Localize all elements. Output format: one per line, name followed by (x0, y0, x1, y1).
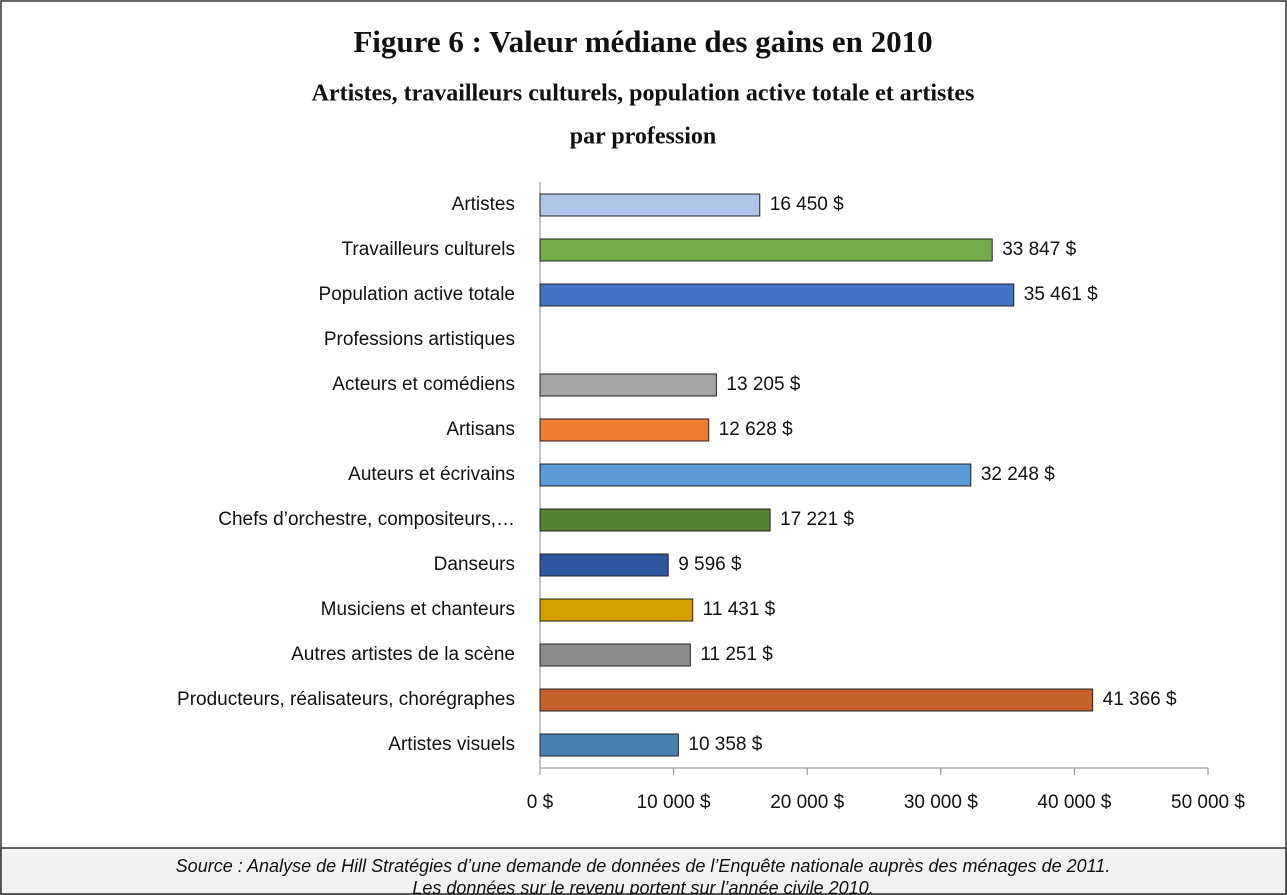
value-label: 16 450 $ (770, 194, 844, 215)
y-tick-label: Producteurs, réalisateurs, chorégraphes (177, 689, 515, 710)
chart-subtitle: par profession (570, 124, 716, 150)
value-label: 32 248 $ (981, 464, 1055, 485)
source-note: Source : Analyse de Hill Stratégies d’un… (176, 856, 1111, 876)
value-label: 10 358 $ (688, 734, 762, 755)
y-tick-label: Chefs d’orchestre, compositeurs,… (218, 509, 515, 530)
x-tick-label: 20 000 $ (770, 792, 844, 813)
bar (539, 733, 679, 757)
bar (539, 508, 771, 532)
y-tick-label: Artistes (452, 194, 515, 215)
value-label: 17 221 $ (780, 509, 854, 530)
bar (539, 688, 1094, 712)
value-label: 41 366 $ (1103, 689, 1177, 710)
y-tick-label: Artistes visuels (388, 734, 515, 755)
bar (539, 463, 972, 487)
source-note: Les données sur le revenu portent sur l’… (412, 878, 873, 895)
value-label: 11 251 $ (700, 644, 773, 665)
y-tick-label: Autres artistes de la scène (291, 644, 515, 665)
value-label: 35 461 $ (1024, 284, 1098, 305)
bar (539, 238, 993, 262)
bar (539, 373, 717, 397)
y-tick-label: Auteurs et écrivains (348, 464, 515, 485)
chart-title: Figure 6 : Valeur médiane des gains en 2… (353, 24, 932, 59)
source-box (0, 847, 1287, 895)
bar (539, 193, 761, 217)
x-tick-label: 50 000 $ (1171, 792, 1245, 813)
value-label: 11 431 $ (703, 599, 776, 620)
bar (539, 598, 694, 622)
value-label: 9 596 $ (678, 554, 742, 575)
y-tick-label: Musiciens et chanteurs (321, 599, 515, 620)
y-tick-label: Population active totale (319, 284, 515, 305)
x-tick-label: 30 000 $ (904, 792, 978, 813)
y-tick-label: Travailleurs culturels (341, 239, 515, 260)
value-label: 13 205 $ (726, 374, 800, 395)
bar (539, 553, 669, 577)
x-tick-label: 0 $ (527, 792, 554, 813)
chart-subtitle: Artistes, travailleurs culturels, popula… (312, 81, 975, 107)
value-label: 33 847 $ (1002, 239, 1076, 260)
y-tick-label: Artisans (446, 419, 515, 440)
y-tick-label: Danseurs (434, 554, 515, 575)
y-tick-label: Acteurs et comédiens (332, 374, 515, 395)
bar (539, 283, 1015, 307)
x-tick-label: 40 000 $ (1037, 792, 1111, 813)
value-label: 12 628 $ (719, 419, 793, 440)
y-tick-label: Professions artistiques (324, 329, 515, 350)
bar (539, 643, 691, 667)
x-tick-label: 10 000 $ (637, 792, 711, 813)
bar (539, 418, 710, 442)
